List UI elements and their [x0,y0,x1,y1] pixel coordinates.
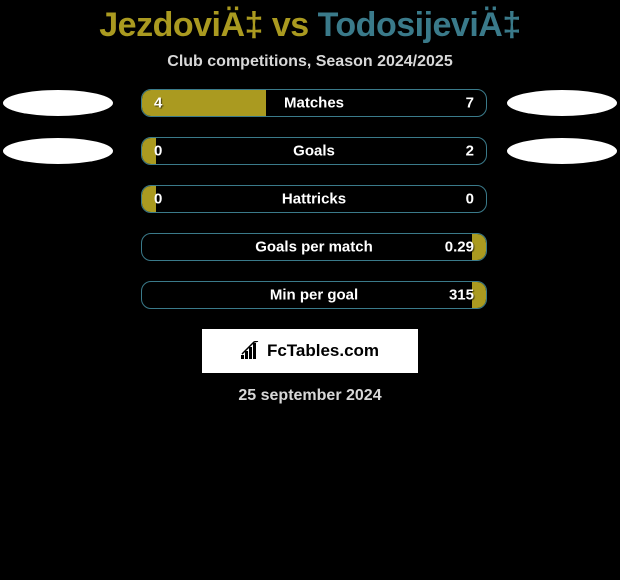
brand-footer-box: FcTables.com [202,329,418,373]
right-player-marker [507,90,617,116]
stat-bar: Goals per match 0.29 [141,233,487,261]
comparison-row: 4 Matches 7 [0,89,620,117]
subtitle: Club competitions, Season 2024/2025 [0,47,620,89]
left-marker-spacer [3,282,113,308]
stat-label: Hattricks [282,191,346,208]
stat-right-value: 0.29 [445,239,474,256]
stat-left-value: 0 [154,143,162,160]
right-marker-spacer [507,282,617,308]
stat-bar-right-fill [472,234,486,260]
title-left-player: JezdoviÄ‡ [99,6,263,44]
title-right-player: TodosijeviÄ‡ [318,6,521,44]
footer-date: 25 september 2024 [0,373,620,405]
bar-chart-icon [241,341,263,361]
right-player-marker [507,138,617,164]
stat-right-value: 7 [466,95,474,112]
left-marker-spacer [3,186,113,212]
stat-left-value: 4 [154,95,162,112]
stat-label: Matches [284,95,344,112]
stat-bar: 4 Matches 7 [141,89,487,117]
stat-bar: Min per goal 315 [141,281,487,309]
left-player-marker [3,90,113,116]
brand-text: FcTables.com [267,341,379,361]
title-vs: vs [263,6,318,44]
stat-left-value: 0 [154,191,162,208]
stat-label: Goals [293,143,335,160]
stat-right-value: 315 [449,287,474,304]
right-marker-spacer [507,234,617,260]
left-marker-spacer [3,234,113,260]
stat-bar-right-fill [472,282,486,308]
comparison-rows: 4 Matches 7 0 Goals 2 0 Hattricks 0 Goals per mat… [0,89,620,309]
comparison-row: 0 Goals 2 [0,137,620,165]
comparison-row: Min per goal 315 [0,281,620,309]
comparison-row: 0 Hattricks 0 [0,185,620,213]
page-title: JezdoviÄ‡ vs TodosijeviÄ‡ [0,0,620,47]
stat-bar: 0 Hattricks 0 [141,185,487,213]
right-marker-spacer [507,186,617,212]
stat-right-value: 2 [466,143,474,160]
stat-right-value: 0 [466,191,474,208]
left-player-marker [3,138,113,164]
stat-label: Min per goal [270,287,358,304]
stat-bar: 0 Goals 2 [141,137,487,165]
stat-label: Goals per match [255,239,373,256]
comparison-row: Goals per match 0.29 [0,233,620,261]
